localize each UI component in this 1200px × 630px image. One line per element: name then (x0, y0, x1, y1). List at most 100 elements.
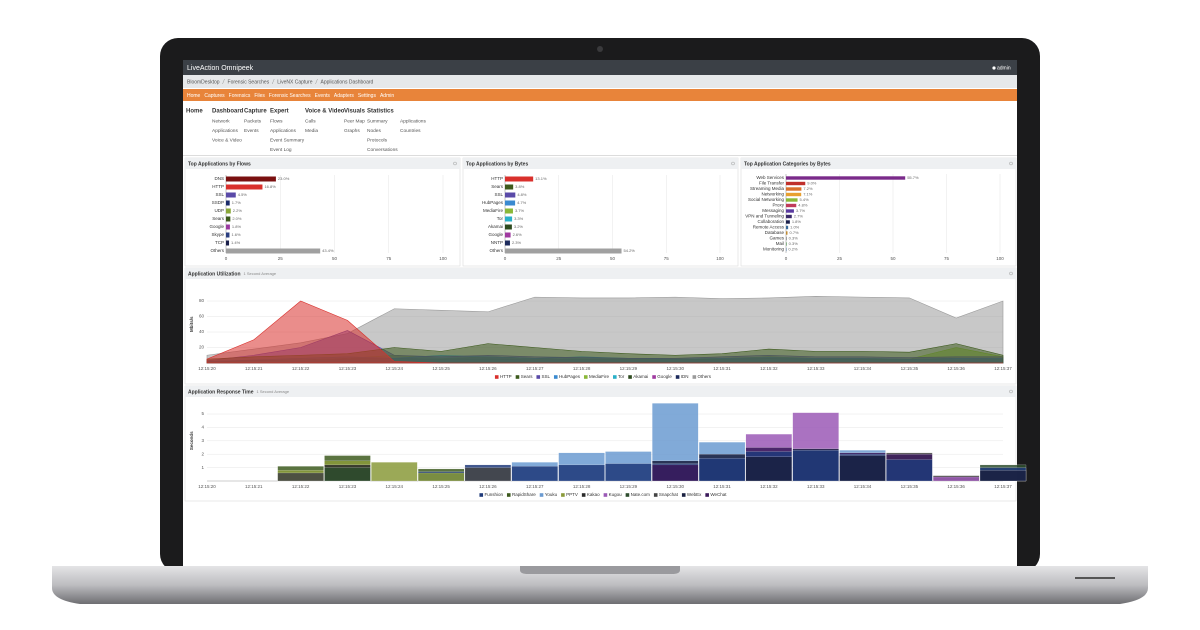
bar[interactable] (886, 459, 933, 482)
nav-item[interactable]: Events (315, 93, 331, 99)
legend-label[interactable]: Snapchat (659, 492, 679, 497)
menu-title[interactable]: Expert (270, 109, 289, 115)
legend-label[interactable]: Kakao (587, 492, 600, 497)
bar[interactable] (505, 216, 513, 222)
bar[interactable] (558, 464, 605, 482)
menu-item[interactable]: Applications (212, 128, 238, 134)
bar[interactable] (786, 176, 906, 180)
panel-settings[interactable] (1009, 271, 1013, 276)
bar[interactable] (786, 231, 788, 235)
bar[interactable] (226, 176, 276, 182)
legend-label[interactable]: SSL (541, 374, 550, 379)
bar[interactable] (505, 176, 534, 182)
breadcrumb-item[interactable]: BloomDesktop (187, 79, 220, 85)
menu-item[interactable]: Network (212, 118, 230, 124)
menu-item[interactable]: Packets (244, 118, 262, 124)
legend-label[interactable]: WebEx (687, 492, 702, 497)
bar[interactable] (511, 466, 558, 482)
bar[interactable] (792, 450, 839, 482)
legend-label[interactable]: MediaFire (589, 374, 610, 379)
legend-label[interactable]: WeChat (710, 492, 727, 497)
bar[interactable] (505, 232, 511, 238)
menu-title[interactable]: Statistics (367, 109, 394, 115)
breadcrumb-item[interactable]: LiveNX Capture (277, 79, 313, 85)
bar[interactable] (786, 225, 789, 230)
menu-item[interactable]: Graphs (344, 128, 360, 134)
bar[interactable] (786, 192, 802, 197)
bar[interactable] (605, 463, 652, 482)
bar[interactable] (786, 214, 792, 219)
bar[interactable] (226, 208, 231, 214)
menu-title[interactable]: Home (186, 109, 203, 115)
bar[interactable] (505, 184, 514, 190)
menu-item[interactable]: Flows (270, 118, 283, 124)
bar[interactable] (745, 456, 792, 482)
breadcrumb-item[interactable]: Applications Dashboard (321, 79, 374, 85)
bar[interactable] (786, 242, 787, 246)
area[interactable] (206, 300, 1003, 364)
bar[interactable] (226, 248, 321, 254)
menu-item[interactable]: Applications (400, 118, 426, 124)
menu-title[interactable]: Dashboard (212, 109, 244, 115)
nav-item[interactable]: Home (187, 93, 201, 99)
bar[interactable] (839, 455, 886, 482)
legend-label[interactable]: Akamai (633, 374, 648, 379)
menu-item[interactable]: Protocols (367, 137, 388, 143)
menu-item[interactable]: Peer Map (344, 118, 365, 124)
menu-item[interactable]: Media (305, 128, 318, 134)
bar[interactable] (464, 467, 512, 482)
nav-item[interactable]: Settings (358, 93, 377, 99)
legend-label[interactable]: RapidShare (512, 492, 536, 497)
bar[interactable] (226, 240, 230, 246)
bar[interactable] (226, 200, 230, 206)
menu-title[interactable]: Visuals (344, 109, 366, 115)
bar[interactable] (505, 240, 510, 246)
panel-settings[interactable] (1009, 389, 1013, 394)
legend-label[interactable]: HTTP (500, 374, 512, 379)
legend-label[interactable]: Youku (545, 492, 558, 497)
legend-label[interactable]: Nate.com (631, 492, 651, 497)
bar[interactable] (505, 200, 516, 206)
bar[interactable] (371, 462, 418, 482)
bar[interactable] (505, 248, 622, 254)
bar[interactable] (505, 224, 512, 230)
menu-item[interactable]: Countries (400, 128, 421, 134)
bar[interactable] (979, 470, 1027, 482)
legend-label[interactable]: Kugou (609, 492, 623, 497)
bar[interactable] (226, 224, 230, 230)
panel-settings[interactable] (1009, 161, 1013, 166)
bar[interactable] (226, 216, 231, 222)
nav-item[interactable]: Forensics (229, 93, 251, 99)
nav-item[interactable]: Files (254, 93, 265, 99)
menu-item[interactable]: Calls (305, 118, 316, 124)
breadcrumb-item[interactable]: Forensic Searches (228, 79, 270, 85)
bar[interactable] (786, 181, 806, 186)
bar[interactable] (226, 184, 263, 190)
panel-settings[interactable] (453, 161, 457, 166)
bar[interactable] (786, 203, 797, 208)
legend-label[interactable]: Funshion (484, 492, 503, 497)
bar[interactable] (418, 472, 465, 482)
nav-item[interactable]: Admin (380, 93, 394, 99)
legend-label[interactable]: HubPages (559, 374, 581, 379)
bar[interactable] (933, 476, 980, 482)
legend-label[interactable]: Sears (521, 374, 534, 379)
legend-label[interactable]: PPTV (566, 492, 578, 497)
menu-item[interactable]: Summary (367, 118, 388, 124)
nav-item[interactable]: Adapters (334, 93, 355, 99)
user-menu[interactable]: admin (997, 65, 1011, 71)
nav-item[interactable]: Captures (204, 93, 225, 99)
menu-item[interactable]: Applications (270, 128, 296, 134)
menu-title[interactable]: Capture (244, 109, 267, 115)
bar[interactable] (786, 187, 802, 191)
menu-title[interactable]: Voice & Video (305, 109, 345, 115)
bar[interactable] (786, 236, 787, 241)
bar[interactable] (226, 192, 236, 198)
bar[interactable] (786, 209, 794, 213)
bar[interactable] (226, 232, 230, 238)
legend-label[interactable]: IDN (681, 374, 689, 379)
bar[interactable] (324, 467, 371, 482)
menu-item[interactable]: Events (244, 128, 259, 134)
nav-item[interactable]: Forensic Searches (269, 93, 311, 99)
menu-item[interactable]: Event Summary (270, 137, 305, 143)
